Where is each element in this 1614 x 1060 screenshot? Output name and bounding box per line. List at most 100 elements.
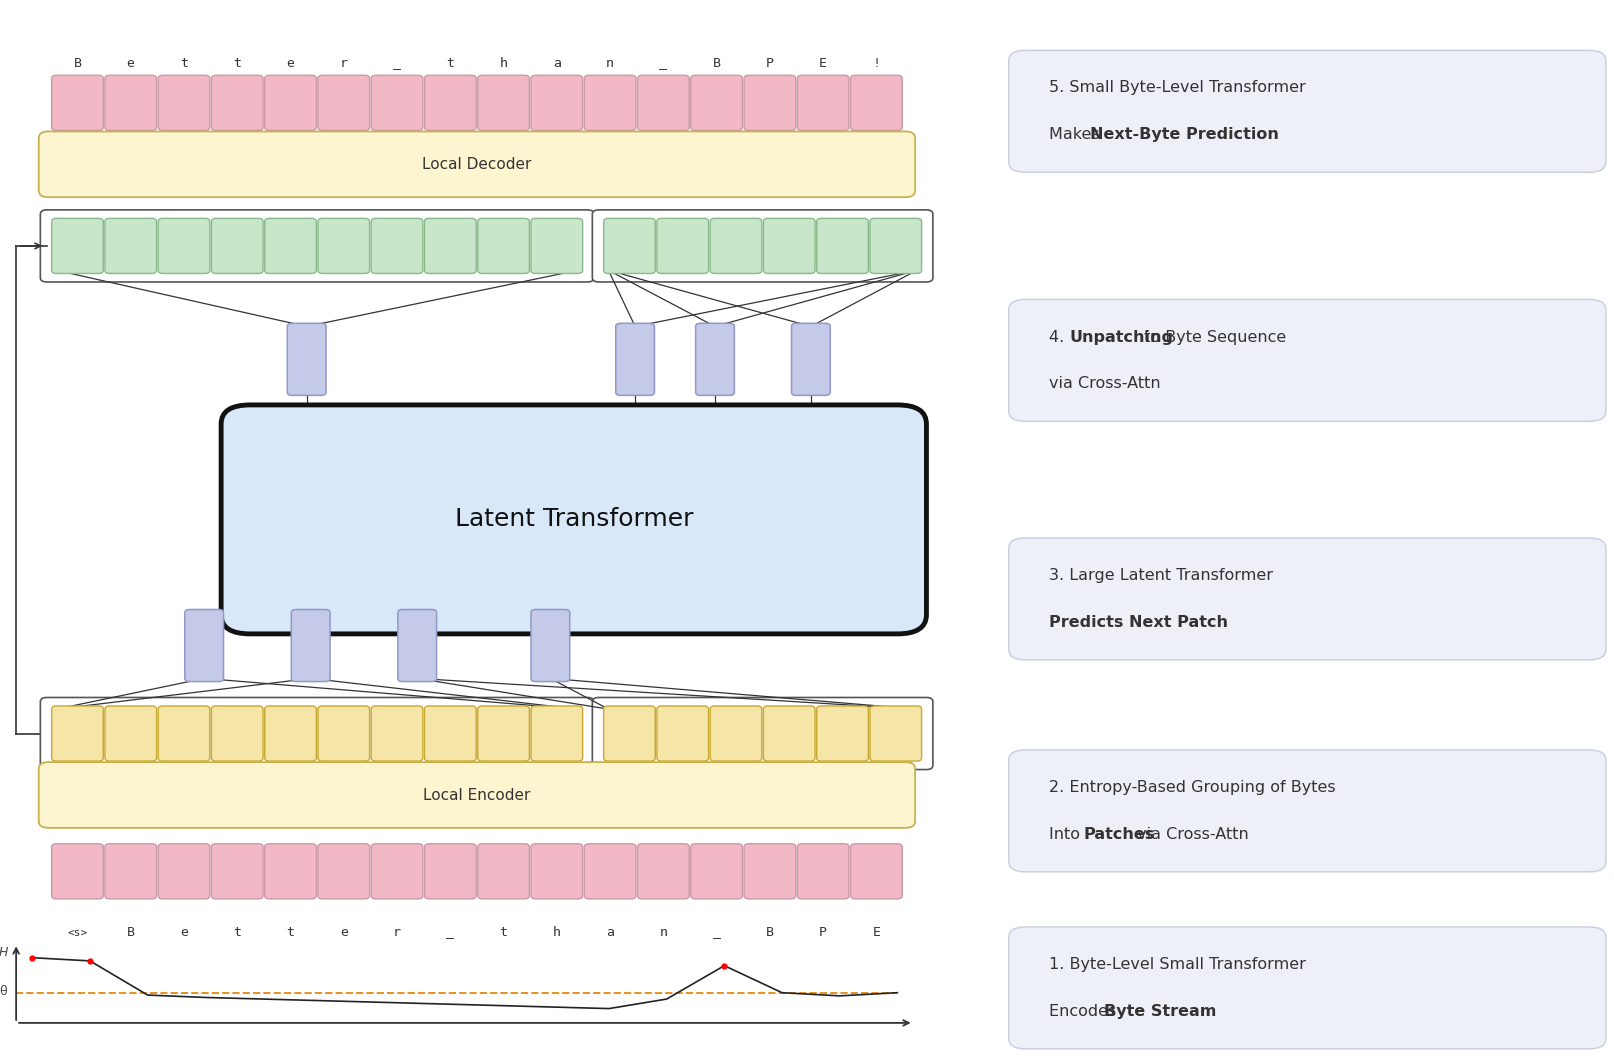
FancyBboxPatch shape: [478, 75, 529, 130]
FancyBboxPatch shape: [691, 844, 742, 899]
Text: r: r: [394, 926, 400, 939]
FancyBboxPatch shape: [478, 706, 529, 761]
FancyBboxPatch shape: [424, 844, 476, 899]
Text: Into: Into: [1049, 827, 1085, 842]
Text: <s>: <s>: [68, 928, 87, 938]
Text: a: a: [554, 57, 560, 70]
FancyBboxPatch shape: [211, 844, 263, 899]
FancyBboxPatch shape: [52, 75, 103, 130]
Text: t: t: [287, 926, 294, 939]
Text: n: n: [660, 926, 667, 939]
Text: B: B: [128, 926, 134, 939]
Text: 3. Large Latent Transformer: 3. Large Latent Transformer: [1049, 568, 1273, 583]
FancyBboxPatch shape: [371, 844, 423, 899]
Text: _: _: [660, 57, 667, 70]
FancyBboxPatch shape: [851, 844, 902, 899]
Text: h: h: [500, 57, 507, 70]
Text: Predicts Next Patch: Predicts Next Patch: [1049, 615, 1228, 630]
FancyBboxPatch shape: [531, 218, 583, 273]
FancyBboxPatch shape: [851, 75, 902, 130]
Text: t: t: [500, 926, 507, 939]
FancyBboxPatch shape: [584, 844, 636, 899]
Text: _: _: [713, 926, 720, 939]
FancyBboxPatch shape: [691, 75, 742, 130]
FancyBboxPatch shape: [531, 706, 583, 761]
Text: P: P: [820, 926, 826, 939]
FancyBboxPatch shape: [710, 706, 762, 761]
Text: e: e: [128, 57, 134, 70]
FancyBboxPatch shape: [105, 218, 157, 273]
FancyBboxPatch shape: [105, 75, 157, 130]
FancyBboxPatch shape: [424, 218, 476, 273]
Text: to Byte Sequence: to Byte Sequence: [1139, 330, 1286, 345]
Text: a: a: [607, 926, 613, 939]
Text: 1. Byte-Level Small Transformer: 1. Byte-Level Small Transformer: [1049, 957, 1306, 972]
FancyBboxPatch shape: [287, 323, 326, 395]
FancyBboxPatch shape: [52, 844, 103, 899]
FancyBboxPatch shape: [158, 218, 210, 273]
Text: B: B: [713, 57, 720, 70]
Text: E: E: [820, 57, 826, 70]
FancyBboxPatch shape: [52, 706, 103, 761]
FancyBboxPatch shape: [265, 218, 316, 273]
Text: H: H: [0, 947, 8, 959]
FancyBboxPatch shape: [763, 218, 815, 273]
FancyBboxPatch shape: [478, 844, 529, 899]
FancyBboxPatch shape: [105, 844, 157, 899]
FancyBboxPatch shape: [211, 706, 263, 761]
FancyBboxPatch shape: [371, 75, 423, 130]
Text: r: r: [341, 57, 347, 70]
Text: B: B: [767, 926, 773, 939]
Text: 5. Small Byte-Level Transformer: 5. Small Byte-Level Transformer: [1049, 81, 1306, 95]
FancyBboxPatch shape: [531, 610, 570, 682]
Text: Latent Transformer: Latent Transformer: [455, 508, 692, 531]
FancyBboxPatch shape: [638, 75, 689, 130]
FancyBboxPatch shape: [158, 706, 210, 761]
Text: P: P: [767, 57, 773, 70]
FancyBboxPatch shape: [744, 844, 796, 899]
FancyBboxPatch shape: [531, 844, 583, 899]
Text: Local Encoder: Local Encoder: [423, 788, 531, 802]
FancyBboxPatch shape: [39, 762, 915, 828]
FancyBboxPatch shape: [292, 610, 331, 682]
FancyBboxPatch shape: [531, 75, 583, 130]
FancyBboxPatch shape: [870, 706, 922, 761]
Text: h: h: [554, 926, 560, 939]
FancyBboxPatch shape: [424, 75, 476, 130]
FancyBboxPatch shape: [52, 218, 103, 273]
Text: Makes: Makes: [1049, 127, 1106, 142]
Text: E: E: [873, 926, 880, 939]
FancyBboxPatch shape: [318, 75, 370, 130]
FancyBboxPatch shape: [617, 323, 655, 395]
Text: t: t: [447, 57, 454, 70]
Text: e: e: [287, 57, 294, 70]
Text: t: t: [234, 926, 240, 939]
Text: B: B: [74, 57, 81, 70]
Text: n: n: [607, 57, 613, 70]
Text: via Cross-Attn: via Cross-Attn: [1131, 827, 1249, 842]
Text: t: t: [234, 57, 240, 70]
FancyBboxPatch shape: [371, 218, 423, 273]
FancyBboxPatch shape: [221, 405, 926, 634]
FancyBboxPatch shape: [40, 697, 594, 770]
FancyBboxPatch shape: [184, 610, 223, 682]
Text: _: _: [447, 926, 454, 939]
FancyBboxPatch shape: [584, 75, 636, 130]
Text: Patches: Patches: [1083, 827, 1156, 842]
FancyBboxPatch shape: [265, 844, 316, 899]
FancyBboxPatch shape: [1009, 299, 1606, 421]
FancyBboxPatch shape: [797, 844, 849, 899]
FancyBboxPatch shape: [763, 706, 815, 761]
FancyBboxPatch shape: [39, 131, 915, 197]
FancyBboxPatch shape: [870, 218, 922, 273]
FancyBboxPatch shape: [638, 844, 689, 899]
FancyBboxPatch shape: [1009, 50, 1606, 172]
FancyBboxPatch shape: [797, 75, 849, 130]
FancyBboxPatch shape: [265, 75, 316, 130]
Text: Next-Byte Prediction: Next-Byte Prediction: [1091, 127, 1280, 142]
Text: _: _: [394, 57, 400, 70]
Text: !: !: [873, 57, 880, 70]
FancyBboxPatch shape: [158, 844, 210, 899]
FancyBboxPatch shape: [657, 218, 709, 273]
Text: Local Decoder: Local Decoder: [423, 157, 531, 172]
